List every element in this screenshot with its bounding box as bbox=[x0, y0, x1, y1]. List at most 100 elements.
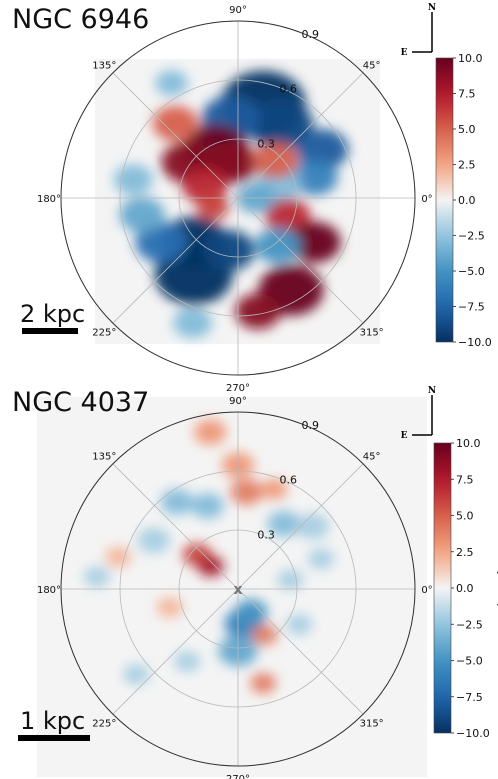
radial-tick-label: 0.3 bbox=[257, 137, 275, 150]
colorbar-tick-label: 0.0 bbox=[458, 194, 476, 207]
velocity-blob bbox=[251, 624, 278, 646]
velocity-blob bbox=[247, 98, 314, 150]
grid-spoke bbox=[112, 463, 239, 590]
angle-tick-label: 315° bbox=[360, 719, 384, 730]
chart-panel-ngc6946: 0° 45° 90° 135° 180° 225° 270° 315° 0.3 0.6 0.9 10.… bbox=[0, 0, 498, 394]
colorbar-tick-label: −7.5 bbox=[456, 691, 483, 704]
angle-tick-label: 0° bbox=[421, 194, 432, 205]
colorbar-tick-label: −7.5 bbox=[458, 301, 485, 314]
colorbar-tick-label: −10.0 bbox=[458, 336, 492, 349]
polar-velocity-map: 0° 45° 90° 135° 180° 225° 270° 315° 0.3 0.6 0.9 x 10… bbox=[37, 386, 498, 779]
chart-panel-ngc4037: 0° 45° 90° 135° 180° 225° 270° 315° 0.3 0.6 0.9 x 10… bbox=[0, 386, 498, 779]
velocity-blob bbox=[197, 556, 224, 577]
velocity-blob bbox=[202, 229, 255, 271]
colorbar-tick-label: −2.5 bbox=[456, 618, 483, 631]
velocity-blob bbox=[105, 546, 132, 568]
velocity-blob bbox=[288, 221, 341, 263]
polar-velocity-map: 0° 45° 90° 135° 180° 225° 270° 315° 0.3 0.6 0.9 10.… bbox=[37, 3, 498, 394]
velocity-field bbox=[113, 70, 349, 339]
velocity-blob bbox=[265, 198, 311, 235]
colorbar-tick-label: 0.0 bbox=[456, 582, 474, 595]
radial-tick-label: 0.3 bbox=[257, 528, 275, 541]
angle-tick-label: 180° bbox=[37, 194, 61, 205]
velocity-blob bbox=[230, 479, 263, 505]
radial-tick-label: 0.6 bbox=[279, 83, 297, 96]
angle-tick-label: 135° bbox=[92, 60, 116, 71]
velocity-blob bbox=[255, 227, 301, 264]
angle-tick-label: 90° bbox=[229, 396, 247, 407]
colorbar-tick-label: −10.0 bbox=[456, 727, 490, 740]
velocity-blob bbox=[296, 513, 329, 540]
velocity-blob bbox=[194, 419, 227, 445]
velocity-blob bbox=[261, 479, 288, 500]
velocity-blob bbox=[196, 194, 230, 220]
chart-title: NGC 4037 bbox=[12, 387, 150, 418]
radial-tick-label: 0.9 bbox=[302, 28, 320, 41]
velocity-blob bbox=[152, 105, 199, 142]
angle-tick-label: 225° bbox=[92, 328, 116, 339]
colorbar-tick-label: 10.0 bbox=[458, 52, 483, 65]
angle-tick-label: 90° bbox=[229, 5, 247, 16]
angle-tick-label: 315° bbox=[360, 328, 384, 339]
colorbar-tick-label: 10.0 bbox=[456, 437, 481, 450]
velocity-blob bbox=[250, 672, 277, 694]
velocity-blob bbox=[277, 569, 304, 590]
velocity-blob bbox=[267, 511, 300, 537]
scale-bar-label: 1 kpc bbox=[20, 707, 86, 735]
angle-tick-label: 45° bbox=[363, 451, 381, 462]
polar-outline bbox=[60, 20, 416, 376]
velocity-blob bbox=[160, 489, 194, 515]
polar-grid bbox=[60, 20, 416, 376]
angle-tick-label: 225° bbox=[92, 719, 116, 730]
colorbar-tick-label: −5.0 bbox=[456, 655, 483, 668]
velocity-blob bbox=[155, 70, 188, 96]
velocity-blob bbox=[292, 159, 338, 196]
scale-bar-label: 2 kpc bbox=[20, 300, 86, 328]
colorbar-tick-label: 7.5 bbox=[458, 88, 476, 101]
grid-spoke bbox=[237, 197, 364, 324]
radial-tick-label: 0.6 bbox=[279, 474, 297, 487]
compass-east-label: E bbox=[401, 431, 408, 441]
angle-tick-label: 180° bbox=[37, 585, 61, 596]
colorbar-label: km s⁻¹ bbox=[495, 571, 498, 608]
polar-outline bbox=[60, 411, 416, 767]
grid-spoke bbox=[112, 588, 239, 715]
colorbar-tick-label: 2.5 bbox=[456, 546, 474, 559]
colorbar-tick-label: 5.0 bbox=[456, 510, 474, 523]
colorbar bbox=[433, 442, 452, 734]
velocity-blob bbox=[113, 164, 153, 195]
velocity-blob bbox=[119, 197, 165, 233]
velocity-blob bbox=[137, 527, 170, 554]
angle-tick-label: 45° bbox=[363, 60, 381, 71]
grid-spoke bbox=[237, 72, 364, 199]
compass-north-label: N bbox=[428, 3, 436, 13]
compass-north-label: N bbox=[428, 386, 436, 396]
scale-bar bbox=[18, 735, 90, 741]
velocity-field bbox=[83, 419, 335, 694]
colorbar-tick-label: 2.5 bbox=[458, 159, 476, 172]
center-marker: x bbox=[233, 582, 242, 598]
velocity-blob bbox=[235, 293, 281, 330]
radial-tick-label: 0.9 bbox=[302, 419, 320, 432]
scale-bar bbox=[22, 328, 78, 334]
velocity-blob bbox=[83, 566, 110, 587]
velocity-blob bbox=[173, 307, 213, 339]
velocity-blob bbox=[123, 664, 150, 685]
velocity-blob bbox=[174, 651, 201, 672]
velocity-blob bbox=[234, 599, 268, 625]
velocity-blob bbox=[191, 493, 225, 519]
colorbar-tick-label: 7.5 bbox=[456, 473, 474, 486]
velocity-blob bbox=[296, 128, 349, 170]
chart-title: NGC 6946 bbox=[12, 4, 150, 35]
colorbar-tick-label: 5.0 bbox=[458, 123, 476, 136]
grid-spoke bbox=[112, 197, 239, 324]
velocity-blob bbox=[156, 597, 183, 618]
colorbar bbox=[435, 57, 454, 343]
velocity-blob bbox=[308, 548, 335, 569]
angle-tick-label: 135° bbox=[92, 451, 116, 462]
grid-spoke bbox=[112, 72, 239, 199]
grid-spoke bbox=[237, 588, 364, 715]
compass-east-label: E bbox=[401, 48, 408, 58]
angle-tick-label: 270° bbox=[226, 383, 250, 394]
colorbar-tick-label: −2.5 bbox=[458, 230, 485, 243]
